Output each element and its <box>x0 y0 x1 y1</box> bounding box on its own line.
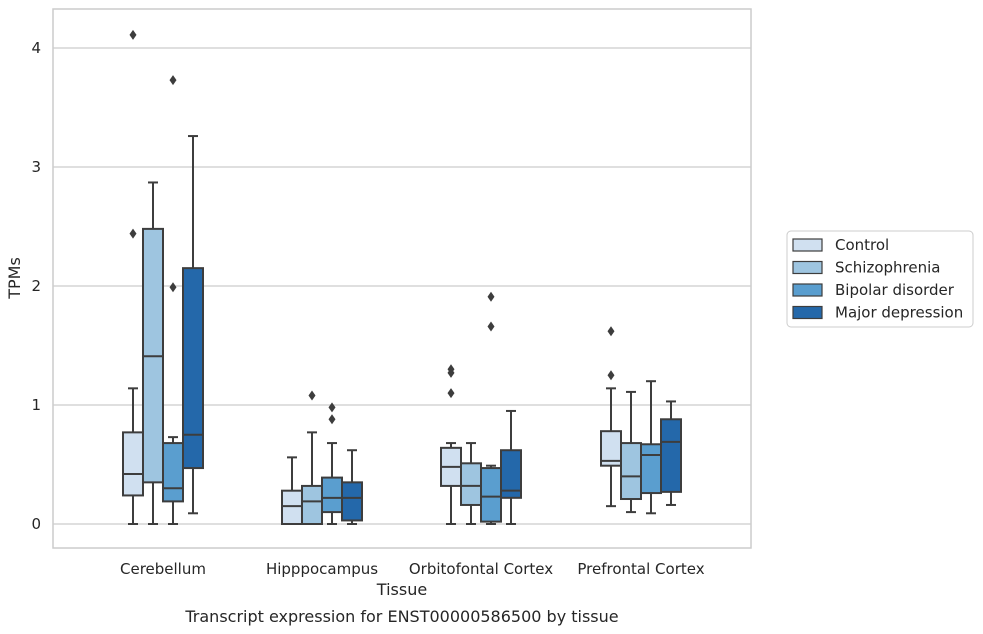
box-control-3 <box>600 326 622 508</box>
box-iqr <box>321 476 343 514</box>
box-major-depression-3 <box>660 400 682 506</box>
x-tick-label-2: Orbitofontal Cortex <box>409 560 553 578</box>
box-iqr <box>460 462 482 506</box>
box-major-depression-1 <box>341 449 363 525</box>
box-iqr <box>341 481 363 522</box>
legend-swatch <box>792 305 823 320</box>
legend-label: Schizophrenia <box>835 259 940 277</box>
outlier-point-0 <box>308 390 316 401</box>
x-axis-ticks: Cerebellum Hipppocampus Orbitofontal Corte… <box>120 560 705 578</box>
box-control-2 <box>440 364 462 525</box>
y-tick-label-1: 1 <box>31 396 41 414</box>
legend-label: Control <box>835 236 889 254</box>
box-schizophrenia-3 <box>620 390 642 514</box>
legend-item-0: Control <box>792 236 889 254</box>
box-major-depression-0 <box>182 135 204 515</box>
box-iqr <box>281 489 303 525</box>
x-axis-label: Tissue <box>376 580 427 599</box>
legend-item-2: Bipolar disorder <box>792 281 955 299</box>
legend-item-3: Major depression <box>792 304 963 322</box>
y-tick-label-4: 4 <box>31 39 41 57</box>
y-axis-ticks: 0 1 2 3 4 <box>31 39 41 533</box>
legend-item-1: Schizophrenia <box>792 259 940 277</box>
legend-label: Major depression <box>835 304 963 322</box>
outlier-point-1 <box>487 291 495 302</box>
box-iqr <box>122 431 144 497</box>
legend-swatch <box>792 283 823 297</box>
outlier-point-0 <box>328 414 336 425</box>
box-bipolar-disorder-0 <box>162 75 184 525</box>
legend: Control Schizophrenia Bipolar disorder Majo… <box>786 230 974 328</box>
y-tick-label-0: 0 <box>31 515 41 533</box>
x-tick-label-1: Hipppocampus <box>266 560 378 578</box>
legend-swatch <box>792 238 823 252</box>
x-tick-label-0: Cerebellum <box>120 560 206 578</box>
legend-swatch <box>792 260 823 275</box>
box-schizophrenia-0 <box>142 181 164 525</box>
y-tick-label-3: 3 <box>31 158 41 176</box>
gridlines <box>53 47 751 525</box>
outlier-point-1 <box>607 326 615 337</box>
box-iqr <box>620 442 642 501</box>
box-iqr <box>480 467 502 523</box>
outlier-point-1 <box>328 402 336 413</box>
outlier-point-0 <box>447 388 455 399</box>
chart-caption: Transcript expression for ENST0000058650… <box>184 607 618 626</box>
box-control-1 <box>281 456 303 525</box>
box-control-0 <box>122 29 144 525</box>
outlier-point-0 <box>487 321 495 332</box>
box-iqr <box>640 443 662 495</box>
outlier-point-2 <box>447 364 455 375</box>
box-plots <box>122 29 682 526</box>
outlier-point-0 <box>169 282 177 293</box>
legend-frame <box>786 230 974 328</box>
box-schizophrenia-2 <box>460 442 482 525</box>
box-bipolar-disorder-1 <box>321 402 343 525</box>
box-iqr <box>660 418 682 493</box>
plot-frame <box>52 8 752 549</box>
box-iqr <box>182 267 204 470</box>
box-iqr <box>500 449 522 499</box>
outlier-point-1 <box>169 75 177 86</box>
legend-label: Bipolar disorder <box>835 281 955 299</box>
box-major-depression-2 <box>500 409 522 525</box>
outlier-point-0 <box>129 228 137 239</box>
box-schizophrenia-1 <box>301 390 323 526</box>
x-tick-label-3: Prefrontal Cortex <box>577 560 704 578</box>
box-iqr <box>162 442 184 503</box>
y-axis-label: TPMs <box>5 257 24 300</box>
y-tick-label-2: 2 <box>31 277 41 295</box>
outlier-point-0 <box>607 370 615 381</box>
outlier-point-1 <box>129 29 137 40</box>
box-iqr <box>301 484 323 526</box>
box-bipolar-disorder-3 <box>640 380 662 515</box>
box-bipolar-disorder-2 <box>480 291 502 525</box>
